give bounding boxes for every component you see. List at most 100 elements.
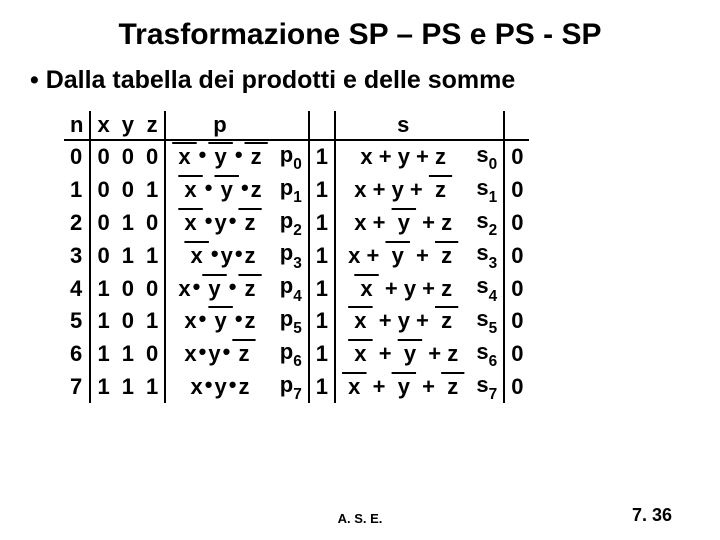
footer-page-number: 7. 36 — [632, 505, 672, 526]
table-row: 4100x• y • z p41 x + y + zs40 — [64, 272, 529, 305]
cell-n: 5 — [64, 305, 90, 338]
cell-p-label: p7 — [274, 371, 309, 404]
col-p: p — [165, 111, 274, 140]
cell-p-label: p1 — [274, 174, 309, 207]
cell-p-value: 1 — [309, 174, 335, 207]
cell-z: 1 — [140, 371, 165, 404]
cell-product-expr: x• y • z — [165, 272, 274, 305]
cell-y: 1 — [116, 338, 140, 371]
cell-product-expr: x •y•z — [165, 239, 274, 272]
cell-p-label: p3 — [274, 239, 309, 272]
cell-y: 1 — [116, 371, 140, 404]
cell-p-label: p2 — [274, 207, 309, 240]
cell-x: 1 — [90, 338, 115, 371]
cell-y: 1 — [116, 239, 140, 272]
col-s-id — [470, 111, 504, 140]
cell-n: 7 — [64, 371, 90, 404]
col-n: n — [64, 111, 90, 140]
cell-product-expr: x•y•z — [165, 371, 274, 404]
cell-x: 0 — [90, 239, 115, 272]
cell-z: 1 — [140, 239, 165, 272]
cell-s-label: s1 — [470, 174, 504, 207]
cell-product-expr: x •y• z — [165, 207, 274, 240]
cell-sum-expr: x + y + z — [335, 174, 470, 207]
cell-z: 1 — [140, 174, 165, 207]
table-row: 0000 x • y • z p01x + y + zs00 — [64, 140, 529, 174]
table-row: 2010 x •y• z p21x + y + zs20 — [64, 207, 529, 240]
table-row: 6110x•y• z p61 x + y + zs60 — [64, 338, 529, 371]
cell-sum-expr: x + y + z — [335, 207, 470, 240]
cell-z: 1 — [140, 305, 165, 338]
cell-sum-expr: x + y + z — [335, 371, 470, 404]
cell-x: 0 — [90, 140, 115, 174]
cell-p-label: p6 — [274, 338, 309, 371]
cell-s-label: s7 — [470, 371, 504, 404]
cell-sum-expr: x + y + z — [335, 338, 470, 371]
cell-x: 1 — [90, 272, 115, 305]
cell-p-value: 1 — [309, 140, 335, 174]
cell-s-value: 0 — [504, 207, 529, 240]
cell-x: 0 — [90, 174, 115, 207]
bullet-text: • Dalla tabella dei prodotti e delle som… — [30, 66, 692, 95]
cell-p-value: 1 — [309, 371, 335, 404]
cell-z: 0 — [140, 207, 165, 240]
cell-y: 1 — [116, 207, 140, 240]
cell-s-value: 0 — [504, 140, 529, 174]
cell-p-value: 1 — [309, 305, 335, 338]
cell-n: 3 — [64, 239, 90, 272]
cell-n: 1 — [64, 174, 90, 207]
cell-s-label: s0 — [470, 140, 504, 174]
cell-product-expr: x•y• z — [165, 338, 274, 371]
cell-s-value: 0 — [504, 174, 529, 207]
table-header-row: nxyzp s — [64, 111, 529, 140]
cell-z: 0 — [140, 140, 165, 174]
cell-x: 0 — [90, 207, 115, 240]
cell-s-value: 0 — [504, 272, 529, 305]
col-s-val — [504, 111, 529, 140]
cell-sum-expr: x + y + z — [335, 305, 470, 338]
cell-s-value: 0 — [504, 338, 529, 371]
cell-sum-expr: x + y + z — [335, 272, 470, 305]
cell-product-expr: x • y •z — [165, 174, 274, 207]
cell-p-label: p5 — [274, 305, 309, 338]
cell-y: 0 — [116, 174, 140, 207]
cell-p-value: 1 — [309, 272, 335, 305]
cell-s-value: 0 — [504, 239, 529, 272]
cell-y: 0 — [116, 272, 140, 305]
cell-n: 0 — [64, 140, 90, 174]
table-row: 5101x• y •zp51 x + y + z s50 — [64, 305, 529, 338]
cell-s-label: s5 — [470, 305, 504, 338]
cell-s-label: s4 — [470, 272, 504, 305]
cell-p-value: 1 — [309, 338, 335, 371]
cell-n: 6 — [64, 338, 90, 371]
cell-p-label: p0 — [274, 140, 309, 174]
cell-p-value: 1 — [309, 207, 335, 240]
table-row: 7111x•y•zp71 x + y + z s70 — [64, 371, 529, 404]
truth-table: nxyzps0000 x • y • z p01x + y + zs001001… — [64, 111, 692, 403]
col-y: y — [116, 111, 140, 140]
cell-s-value: 0 — [504, 305, 529, 338]
table-row: 1001 x • y •zp11x + y + z s10 — [64, 174, 529, 207]
cell-product-expr: x • y • z — [165, 140, 274, 174]
col-p-val — [309, 111, 335, 140]
cell-x: 1 — [90, 305, 115, 338]
col-x: x — [90, 111, 115, 140]
col-s: s — [335, 111, 470, 140]
footer-center: A. S. E. — [0, 511, 720, 526]
cell-z: 0 — [140, 272, 165, 305]
cell-s-value: 0 — [504, 371, 529, 404]
cell-sum-expr: x + y + z — [335, 140, 470, 174]
col-p-id — [274, 111, 309, 140]
cell-sum-expr: x + y + z — [335, 239, 470, 272]
cell-s-label: s2 — [470, 207, 504, 240]
cell-n: 4 — [64, 272, 90, 305]
cell-p-value: 1 — [309, 239, 335, 272]
col-z: z — [140, 111, 165, 140]
cell-product-expr: x• y •z — [165, 305, 274, 338]
cell-s-label: s6 — [470, 338, 504, 371]
cell-z: 0 — [140, 338, 165, 371]
table-row: 3011 x •y•zp31x + y + z s30 — [64, 239, 529, 272]
cell-y: 0 — [116, 140, 140, 174]
cell-p-label: p4 — [274, 272, 309, 305]
cell-y: 0 — [116, 305, 140, 338]
